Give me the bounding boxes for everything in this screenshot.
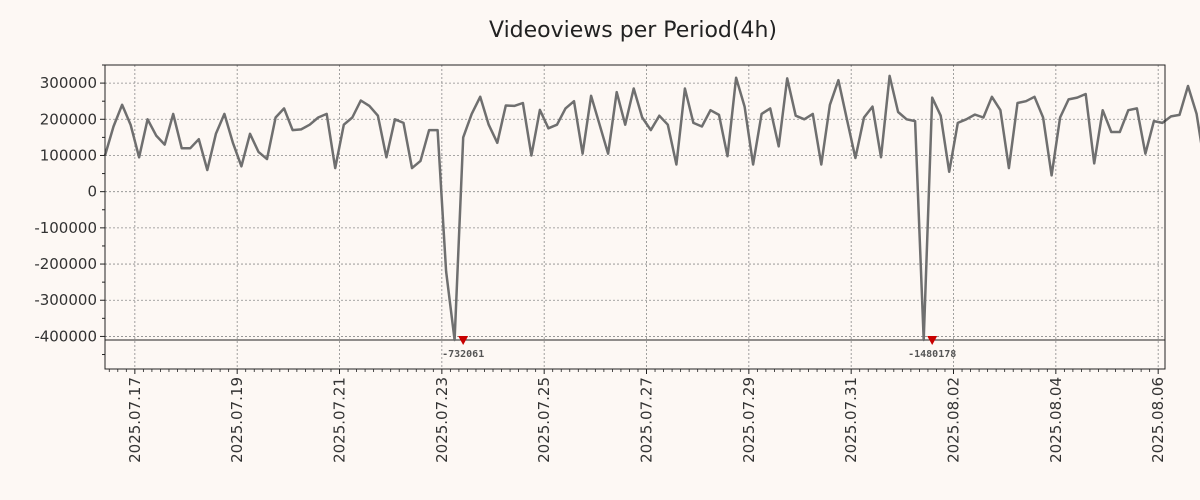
x-tick-label: 2025.08.04 xyxy=(1047,377,1065,463)
y-tick-label: -100000 xyxy=(34,219,97,237)
x-tick-label: 2025.07.29 xyxy=(740,377,758,463)
outlier-label: -1480178 xyxy=(908,349,956,360)
x-tick-label: 2025.07.17 xyxy=(126,377,144,463)
series-layer xyxy=(103,74,1200,342)
y-tick-label: -400000 xyxy=(34,327,97,345)
y-tick-label: -200000 xyxy=(34,255,97,273)
outlier-marker xyxy=(927,336,938,346)
y-tick-label: 300000 xyxy=(40,74,97,92)
y-tick-label: 200000 xyxy=(40,110,97,128)
y-tick-label: 100000 xyxy=(40,146,97,164)
outlier-label: -732061 xyxy=(442,349,484,360)
x-tick-label: 2025.08.02 xyxy=(945,377,963,463)
x-tick-label: 2025.07.27 xyxy=(638,377,656,463)
y-axis: 300000 200000 100000 0 -100000 -200000 -300000… xyxy=(34,64,105,356)
chart-title: Videoviews per Period(4h) xyxy=(489,18,777,43)
grid xyxy=(105,65,1165,369)
series-line xyxy=(103,74,1200,342)
y-tick-label: 0 xyxy=(87,183,97,201)
x-tick-label: 2025.07.25 xyxy=(535,377,553,463)
plot-frame xyxy=(104,64,1166,370)
outlier-marker xyxy=(458,336,469,346)
x-tick-label: 2025.07.19 xyxy=(228,377,246,463)
x-tick-label: 2025.07.31 xyxy=(842,377,860,463)
x-axis: 2025.07.17 2025.07.19 2025.07.21 2025.07.23… xyxy=(108,369,1167,463)
annotations: -732061 -1480178 xyxy=(442,336,956,360)
y-tick-label: -300000 xyxy=(34,291,97,309)
x-tick-label: 2025.07.23 xyxy=(433,377,451,463)
x-tick-label: 2025.08.06 xyxy=(1149,377,1167,463)
x-tick-label: 2025.07.21 xyxy=(331,377,349,463)
